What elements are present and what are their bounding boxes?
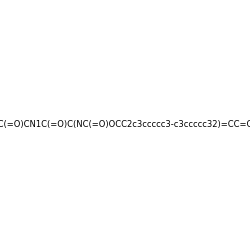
Text: OC(=O)CN1C(=O)C(NC(=O)OCC2c3ccccc3-c3ccccc32)=CC=C1: OC(=O)CN1C(=O)C(NC(=O)OCC2c3ccccc3-c3ccc… bbox=[0, 120, 250, 130]
